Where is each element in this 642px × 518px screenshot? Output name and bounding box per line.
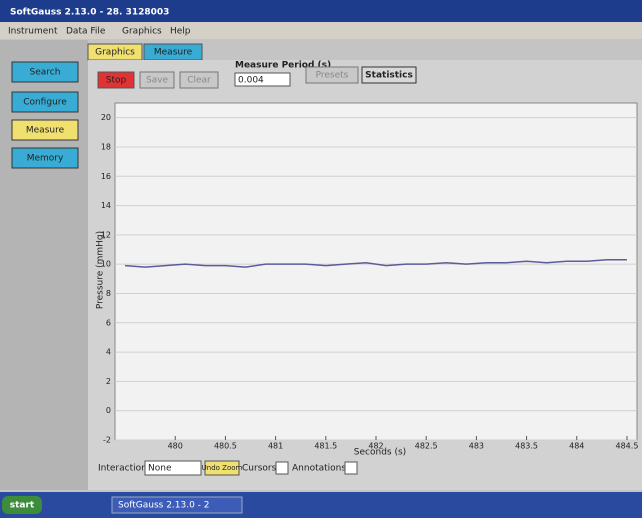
x-tick-label: 481.5 xyxy=(314,442,337,451)
tab-label: Graphics xyxy=(95,48,135,58)
annotations-label: Annotations xyxy=(292,464,346,474)
interaction-dropdown[interactable] xyxy=(144,460,202,476)
button-label: Statistics xyxy=(365,71,413,81)
x-tick-label: 481 xyxy=(268,442,283,451)
dropdown-value: None xyxy=(148,464,172,474)
presets-button[interactable] xyxy=(305,66,359,84)
sidebar-label: Configure xyxy=(23,98,67,108)
menu-item[interactable]: Help xyxy=(170,27,191,37)
start-label: start xyxy=(10,501,35,511)
taskbar xyxy=(0,492,642,518)
sidebar-label: Memory xyxy=(27,154,64,164)
x-tick-label: 483 xyxy=(469,442,484,451)
y-tick-label: 8 xyxy=(106,289,111,298)
button-label: Save xyxy=(146,76,169,86)
menu-bar xyxy=(0,22,642,39)
sidebar xyxy=(0,40,88,490)
x-axis-label: Seconds (s) xyxy=(354,448,406,458)
x-tick-label: 480 xyxy=(168,442,183,451)
sidebar-button[interactable] xyxy=(11,119,79,141)
x-tick-label: 482 xyxy=(368,442,383,451)
y-tick-label: 2 xyxy=(106,377,111,386)
data-line xyxy=(124,259,627,268)
y-tick-label: 18 xyxy=(101,142,111,151)
plot-area xyxy=(114,102,638,441)
period-value: 0.004 xyxy=(238,76,264,86)
button-label: Stop xyxy=(106,76,127,86)
clear-button[interactable] xyxy=(179,71,219,89)
sidebar-label: Search xyxy=(30,68,61,78)
y-tick-label: 0 xyxy=(106,406,111,415)
save-button[interactable] xyxy=(139,71,175,89)
x-tick-label: 484.5 xyxy=(616,442,639,451)
y-tick-label: -2 xyxy=(103,436,111,445)
y-tick-label: 16 xyxy=(101,172,111,181)
x-tick-label: 483.5 xyxy=(515,442,538,451)
x-tick-label: 480.5 xyxy=(214,442,237,451)
cursors-label: Cursors xyxy=(242,464,277,474)
tab-label: Measure xyxy=(154,48,193,58)
task-button[interactable] xyxy=(111,496,243,514)
y-tick-label: 20 xyxy=(101,113,111,122)
undo-zoom-button[interactable] xyxy=(204,460,240,476)
cursors-checkbox[interactable] xyxy=(275,461,289,475)
title-bar xyxy=(0,0,642,22)
sidebar-button[interactable] xyxy=(11,61,79,83)
button-label: Clear xyxy=(187,76,211,86)
annotations-checkbox[interactable] xyxy=(344,461,358,475)
x-tick-label: 484 xyxy=(569,442,584,451)
menu-item[interactable]: Data File xyxy=(66,27,106,37)
button-label: Presets xyxy=(316,71,349,81)
window-title: SoftGauss 2.13.0 - 28. 3128003 xyxy=(10,8,169,18)
y-tick-label: 12 xyxy=(101,230,111,239)
task-label: SoftGauss 2.13.0 - 2 xyxy=(118,501,210,511)
menu-item[interactable]: Instrument xyxy=(8,27,58,37)
y-tick-label: 4 xyxy=(106,348,111,357)
y-tick-label: 6 xyxy=(106,318,111,327)
y-tick-label: 14 xyxy=(101,201,111,210)
x-tick-label: 482.5 xyxy=(415,442,438,451)
sidebar-button[interactable] xyxy=(11,147,79,169)
period-label: Measure Period (s) xyxy=(235,61,331,71)
interaction-label: Interaction: xyxy=(98,464,150,474)
sidebar-button[interactable] xyxy=(11,91,79,113)
statistics-button[interactable] xyxy=(361,66,417,84)
sidebar-label: Measure xyxy=(26,126,65,136)
period-input[interactable] xyxy=(234,72,291,87)
menu-item[interactable]: Graphics xyxy=(122,27,162,37)
stop-button[interactable] xyxy=(97,71,135,89)
start-button[interactable] xyxy=(2,496,42,514)
y-axis-label: Pressure (mmHg) xyxy=(96,231,106,309)
y-tick-label: 10 xyxy=(101,260,111,269)
button-label: Undo Zoom xyxy=(202,464,243,472)
